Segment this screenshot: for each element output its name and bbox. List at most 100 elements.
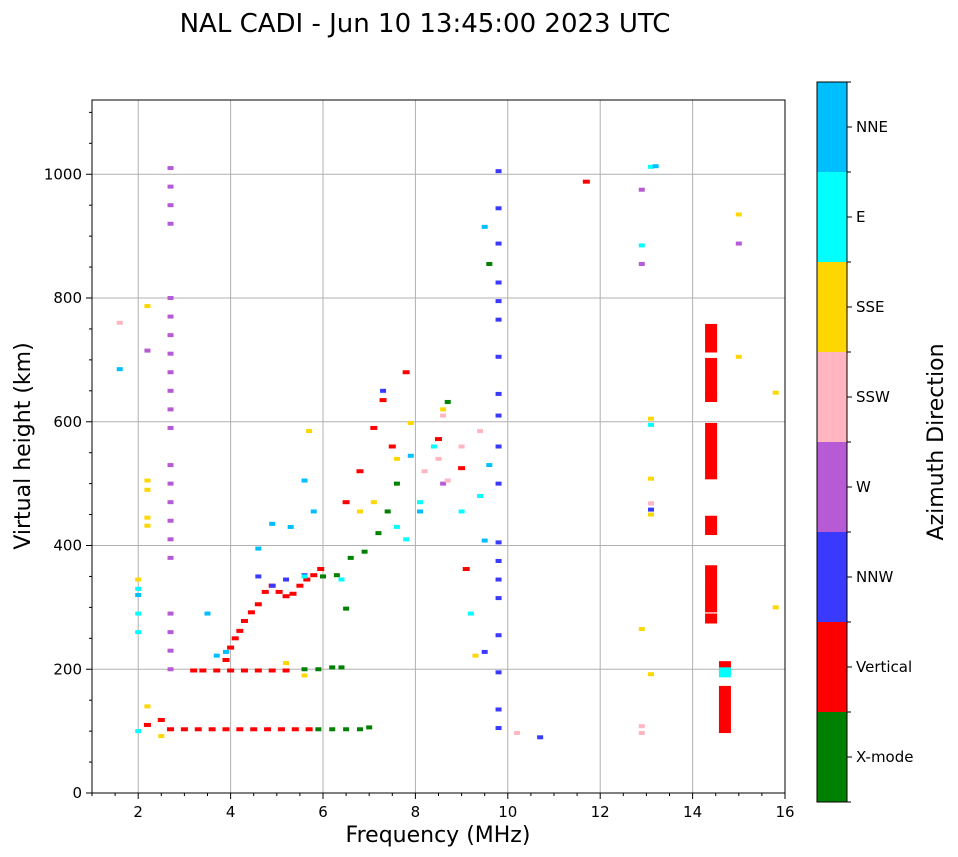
echo-point-x-mode xyxy=(333,573,340,578)
echo-point-w xyxy=(167,481,174,486)
echo-point-e xyxy=(135,729,142,734)
echo-point-vertical xyxy=(705,392,718,402)
echo-point-w xyxy=(638,261,645,266)
echo-point-w xyxy=(144,348,151,353)
x-tick-label: 12 xyxy=(591,803,610,821)
echo-point-vertical xyxy=(462,567,470,572)
y-tick-label: 200 xyxy=(53,660,82,678)
colorbar-tick-label: W xyxy=(856,478,871,496)
echo-point-nnw xyxy=(648,507,655,512)
echo-point-vertical xyxy=(275,589,283,594)
echo-point-vertical xyxy=(261,589,269,594)
echo-point-nnw xyxy=(495,444,502,449)
y-tick-label: 400 xyxy=(53,537,82,555)
echo-point-vertical xyxy=(370,425,378,430)
echo-point-nnw xyxy=(495,206,502,211)
echo-point-vertical xyxy=(718,661,731,672)
echo-point-nnw xyxy=(495,391,502,396)
echo-point-nnw xyxy=(495,413,502,418)
echo-point-nne xyxy=(486,463,493,468)
echo-point-sse xyxy=(472,653,479,658)
echo-point-vertical xyxy=(227,645,235,650)
echo-point-w xyxy=(167,296,174,300)
echo-point-x-mode xyxy=(444,399,451,404)
colorbar: X-mode Vertical NNW W SSW SSE E NNE xyxy=(816,81,913,803)
echo-point-vertical xyxy=(167,727,175,732)
echo-point-ssw xyxy=(638,730,645,735)
echo-point-nnw xyxy=(495,596,502,601)
echo-point-vertical xyxy=(705,385,718,396)
colorbar-segment xyxy=(817,352,847,442)
x-tick-label: 14 xyxy=(683,803,702,821)
echo-point-vertical xyxy=(705,367,718,378)
colorbar-segment xyxy=(817,532,847,622)
echo-point-nne xyxy=(204,611,211,616)
echo-point-ssw xyxy=(648,501,655,506)
colorbar-frame xyxy=(816,81,848,803)
y-tick-label: 0 xyxy=(72,784,82,802)
echo-point-e xyxy=(467,611,474,616)
echo-point-w xyxy=(167,555,174,560)
echo-point-vertical xyxy=(705,450,718,461)
echo-point-vertical xyxy=(305,727,313,732)
echo-point-ssw xyxy=(116,320,123,325)
echo-point-ssw xyxy=(440,413,447,418)
echo-point-nnw xyxy=(255,574,262,579)
echo-point-nne xyxy=(407,453,414,458)
echo-point-sse xyxy=(301,673,308,678)
echo-point-x-mode xyxy=(343,727,350,732)
echo-point-nne xyxy=(135,593,142,597)
echo-point-sse xyxy=(393,456,400,461)
echo-point-e xyxy=(648,422,655,427)
x-tick-label: 8 xyxy=(411,803,421,821)
echo-point-vertical xyxy=(705,441,718,452)
echo-point-w xyxy=(167,425,174,430)
echo-point-nnw xyxy=(495,169,502,174)
data-points xyxy=(116,164,779,740)
echo-point-vertical xyxy=(705,583,718,594)
echo-point-w xyxy=(167,314,174,319)
echo-point-w xyxy=(167,333,174,338)
echo-point-vertical xyxy=(458,466,466,471)
echo-point-sse xyxy=(648,476,655,481)
echo-point-sse xyxy=(144,704,151,709)
colorbar-segment xyxy=(817,622,847,712)
echo-point-vertical xyxy=(277,727,285,732)
echo-point-vertical xyxy=(718,685,731,696)
echo-point-sse xyxy=(407,420,414,425)
echo-point-e xyxy=(393,524,400,529)
echo-point-nnw xyxy=(495,633,502,638)
echo-point-nnw xyxy=(537,735,544,740)
echo-point-vertical xyxy=(705,565,718,576)
echo-point-sse xyxy=(440,407,447,412)
echo-point-vertical xyxy=(236,727,244,732)
echo-point-vertical xyxy=(705,613,718,624)
echo-point-vertical xyxy=(705,432,718,443)
echo-point-x-mode xyxy=(301,667,308,672)
echo-point-sse xyxy=(356,509,363,514)
echo-point-x-mode xyxy=(384,509,391,514)
echo-point-vertical xyxy=(342,500,350,505)
echo-point-nne xyxy=(301,478,308,483)
y-axis-label: Virtual height (km) xyxy=(11,342,36,549)
echo-point-vertical xyxy=(317,567,325,572)
echo-point-sse xyxy=(648,512,655,517)
echo-point-x-mode xyxy=(486,261,493,266)
echo-point-vertical xyxy=(231,636,239,641)
echo-point-nnw xyxy=(495,726,502,731)
echo-point-w xyxy=(167,407,174,412)
echo-point-sse xyxy=(735,354,742,359)
echo-point-nnw xyxy=(380,388,387,393)
echo-point-vertical xyxy=(705,593,718,604)
echo-point-e xyxy=(648,164,655,169)
echo-point-x-mode xyxy=(329,727,336,732)
echo-point-vertical xyxy=(157,717,165,722)
echo-point-vertical xyxy=(222,727,230,732)
echo-point-sse xyxy=(638,627,645,632)
echo-point-e xyxy=(135,586,142,591)
echo-point-vertical xyxy=(268,668,276,673)
echo-point-sse xyxy=(144,523,151,528)
echo-point-nnw xyxy=(495,670,502,675)
echo-point-e xyxy=(338,577,345,582)
echo-point-nnw xyxy=(495,354,502,359)
